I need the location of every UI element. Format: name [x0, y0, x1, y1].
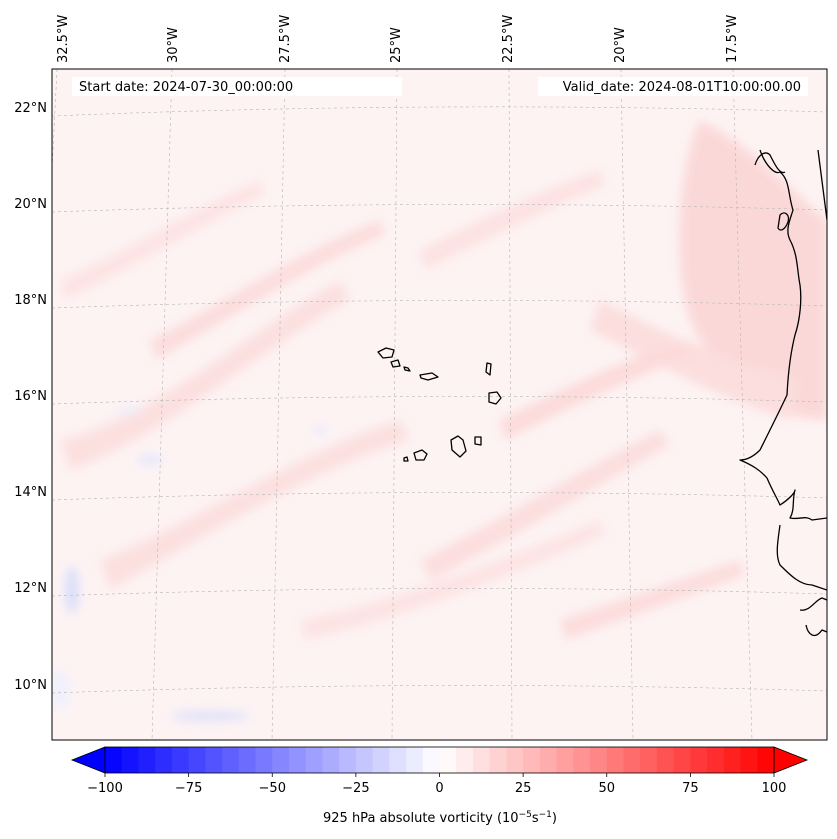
- lon-label: 25°W: [389, 27, 404, 63]
- colorbar-label-exp1: −5: [519, 810, 532, 820]
- colorbar-segment: [138, 747, 156, 773]
- colorbar-tick-label: −75: [175, 781, 202, 796]
- longitude-labels: 32.5°W 30°W 27.5°W 25°W 22.5°W 20°W 17.5…: [56, 15, 740, 63]
- lat-label: 10°N: [14, 678, 47, 693]
- colorbar-tick-label: −25: [342, 781, 369, 796]
- colorbar-segment: [740, 747, 758, 773]
- cape-verde-islands: [377, 347, 502, 462]
- vorticity-field: [52, 120, 827, 721]
- colorbar-segment: [406, 747, 424, 773]
- graticule: [52, 69, 827, 740]
- africa-coastline: [739, 149, 827, 637]
- colorbar-segment: [539, 747, 558, 773]
- colorbar-tick-label: 50: [598, 781, 615, 796]
- colorbar-segment: [105, 747, 123, 773]
- lat-label: 12°N: [14, 581, 47, 596]
- colorbar-segment: [121, 747, 139, 773]
- colorbar-tick-label: −50: [259, 781, 286, 796]
- colorbar-label-exp2: −1: [539, 810, 552, 820]
- valid-date-text: Valid_date: 2024-08-01T10:00:00.00: [563, 80, 801, 95]
- colorbar-segment: [757, 747, 775, 773]
- map-frame: [51, 68, 828, 741]
- colorbar-segment: [305, 747, 323, 773]
- colorbar-label: 925 hPa absolute vorticity (10−5s−1): [323, 810, 557, 826]
- colorbar-label-s: s: [532, 811, 539, 826]
- colorbar-segment: [255, 747, 273, 773]
- colorbar-segment: [556, 747, 574, 773]
- colorbar-segment: [322, 747, 340, 773]
- lon-label: 17.5°W: [725, 15, 740, 63]
- colorbar-segment: [155, 747, 173, 773]
- colorbar-segment: [272, 747, 290, 773]
- colorbar-label-close: ): [552, 811, 557, 826]
- colorbar-extend-low-arrow: [70, 746, 106, 774]
- lat-label: 22°N: [14, 101, 47, 116]
- colorbar-tick-label: 100: [762, 781, 787, 796]
- colorbar-ticks: −100 −75 −50 −25 0 25 50 75 100: [87, 773, 786, 796]
- lon-label: 20°W: [613, 27, 628, 63]
- colorbar-segment: [222, 747, 240, 773]
- lat-label: 18°N: [14, 293, 47, 308]
- colorbar-segment: [288, 747, 307, 773]
- colorbar-segment: [523, 747, 541, 773]
- colorbar-segment: [339, 747, 357, 773]
- colorbar-segment: [489, 747, 507, 773]
- colorbar-segment: [472, 747, 491, 773]
- colorbar-segment: [673, 747, 691, 773]
- colorbar-segment: [707, 747, 725, 773]
- colorbar-segment: [573, 747, 591, 773]
- lat-label: 14°N: [14, 485, 47, 500]
- colorbar-segment: [690, 747, 708, 773]
- lon-label: 22.5°W: [501, 15, 516, 63]
- lon-label: 30°W: [166, 27, 181, 63]
- colorbar-segments: [105, 747, 775, 773]
- colorbar-segment: [723, 747, 742, 773]
- colorbar-tick-label: −100: [87, 781, 123, 796]
- colorbar-segment: [456, 747, 474, 773]
- colorbar-segment: [590, 747, 608, 773]
- colorbar-segment: [640, 747, 658, 773]
- colorbar-segment: [623, 747, 641, 773]
- colorbar-tick-label: 25: [515, 781, 532, 796]
- lat-label: 20°N: [14, 197, 47, 212]
- start-date-text: Start date: 2024-07-30_00:00:00: [79, 80, 293, 95]
- colorbar-segment: [238, 747, 257, 773]
- valid-date-box: [538, 77, 808, 96]
- start-date-box: [72, 77, 402, 96]
- colorbar-segment: [171, 747, 190, 773]
- colorbar-tick-label: 75: [682, 781, 699, 796]
- colorbar-segment: [506, 747, 524, 773]
- colorbar-extend-high-arrow: [773, 746, 809, 774]
- lon-label: 32.5°W: [56, 15, 71, 63]
- colorbar-label-text: 925 hPa absolute vorticity (10: [323, 811, 519, 826]
- colorbar: −100 −75 −50 −25 0 25 50 75 100 925 hPa absolute…: [70, 746, 809, 826]
- colorbar-segment: [205, 747, 223, 773]
- colorbar-tick-label: 0: [435, 781, 443, 796]
- colorbar-segment: [389, 747, 407, 773]
- colorbar-segment: [606, 747, 624, 773]
- colorbar-segment: [422, 747, 440, 773]
- colorbar-segment: [439, 747, 457, 773]
- colorbar-segment: [372, 747, 390, 773]
- colorbar-segment: [355, 747, 374, 773]
- colorbar-segment: [656, 747, 675, 773]
- latitude-labels: 22°N 20°N 18°N 16°N 14°N 12°N 10°N: [14, 101, 47, 693]
- colorbar-segment: [188, 747, 206, 773]
- lon-label: 27.5°W: [278, 15, 293, 63]
- lat-label: 16°N: [14, 389, 47, 404]
